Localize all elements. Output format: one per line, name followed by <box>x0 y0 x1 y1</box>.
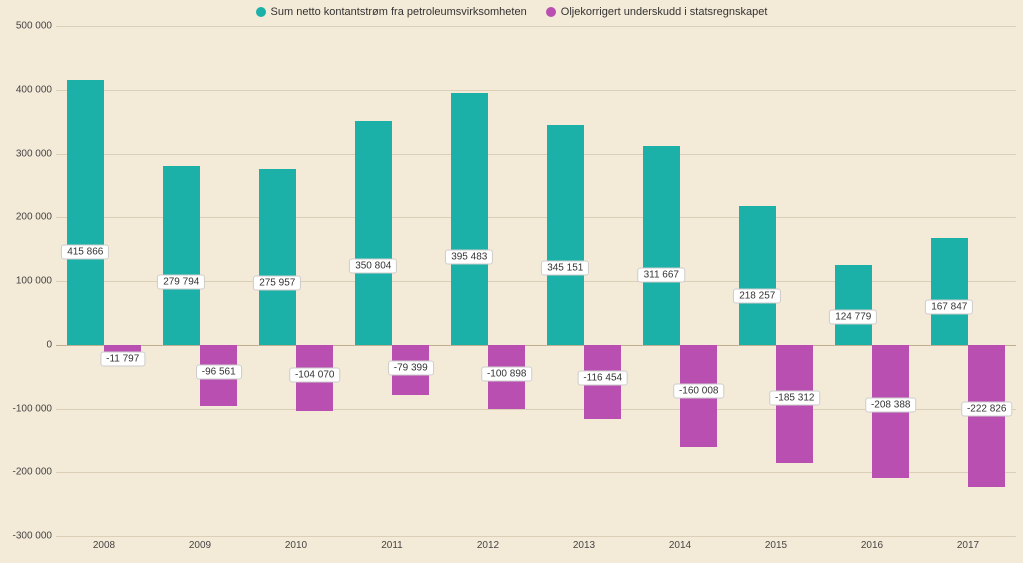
gridline <box>56 154 1016 155</box>
legend-dot-1 <box>256 7 266 17</box>
bar-series-1[interactable] <box>355 121 392 345</box>
bar-series-2[interactable] <box>776 345 813 463</box>
bar-series-1[interactable] <box>259 169 296 345</box>
legend: Sum netto kontantstrøm fra petroleumsvir… <box>0 6 1023 20</box>
y-axis-label: 200 000 <box>4 212 52 223</box>
gridline <box>56 536 1016 537</box>
x-axis-labels: 2008 2009 2010 2011 2012 2013 2014 2015 2016 2017 <box>56 540 1016 560</box>
gridline <box>56 26 1016 27</box>
bar-series-2[interactable] <box>296 345 333 411</box>
x-axis-label: 2014 <box>669 540 691 551</box>
y-axis-label: -300 000 <box>4 531 52 542</box>
bar-series-2[interactable] <box>680 345 717 447</box>
bar-series-1[interactable] <box>643 146 680 345</box>
gridline <box>56 90 1016 91</box>
x-axis-label: 2010 <box>285 540 307 551</box>
legend-label-1: Sum netto kontantstrøm fra petroleumsvir… <box>271 6 527 18</box>
x-axis-label: 2013 <box>573 540 595 551</box>
gridline <box>56 281 1016 282</box>
legend-label-2: Oljekorrigert underskudd i statsregnskap… <box>561 6 768 18</box>
x-axis-label: 2016 <box>861 540 883 551</box>
bar-series-2[interactable] <box>200 345 237 407</box>
x-axis-label: 2017 <box>957 540 979 551</box>
bar-series-1[interactable] <box>451 93 488 345</box>
y-axis-label: 400 000 <box>4 84 52 95</box>
bar-series-2[interactable] <box>968 345 1005 487</box>
bar-series-1[interactable] <box>835 265 872 345</box>
bar-series-2[interactable] <box>104 345 141 353</box>
y-axis-label: 100 000 <box>4 276 52 287</box>
bar-value-label: -11 797 <box>100 351 145 366</box>
bar-series-2[interactable] <box>872 345 909 478</box>
x-axis-label: 2015 <box>765 540 787 551</box>
chart-plot-area: -300 000-200 000-100 0000100 000200 0003… <box>56 26 1016 536</box>
bar-series-2[interactable] <box>488 345 525 409</box>
bar-series-1[interactable] <box>739 206 776 345</box>
bar-series-2[interactable] <box>392 345 429 396</box>
gridline <box>56 217 1016 218</box>
legend-dot-2 <box>546 7 556 17</box>
bar-series-1[interactable] <box>931 238 968 345</box>
legend-item-series-2[interactable]: Oljekorrigert underskudd i statsregnskap… <box>546 6 768 18</box>
y-axis-label: 300 000 <box>4 148 52 159</box>
bar-series-1[interactable] <box>67 80 104 345</box>
legend-item-series-1[interactable]: Sum netto kontantstrøm fra petroleumsvir… <box>256 6 527 18</box>
x-axis-label: 2008 <box>93 540 115 551</box>
bar-series-1[interactable] <box>163 166 200 344</box>
bar-series-1[interactable] <box>547 125 584 345</box>
x-axis-label: 2009 <box>189 540 211 551</box>
y-axis-label: -100 000 <box>4 403 52 414</box>
y-axis-label: -200 000 <box>4 467 52 478</box>
bar-series-2[interactable] <box>584 345 621 419</box>
x-axis-label: 2011 <box>381 540 403 551</box>
y-axis-label: 500 000 <box>4 21 52 32</box>
x-axis-label: 2012 <box>477 540 499 551</box>
y-axis-label: 0 <box>4 339 52 350</box>
